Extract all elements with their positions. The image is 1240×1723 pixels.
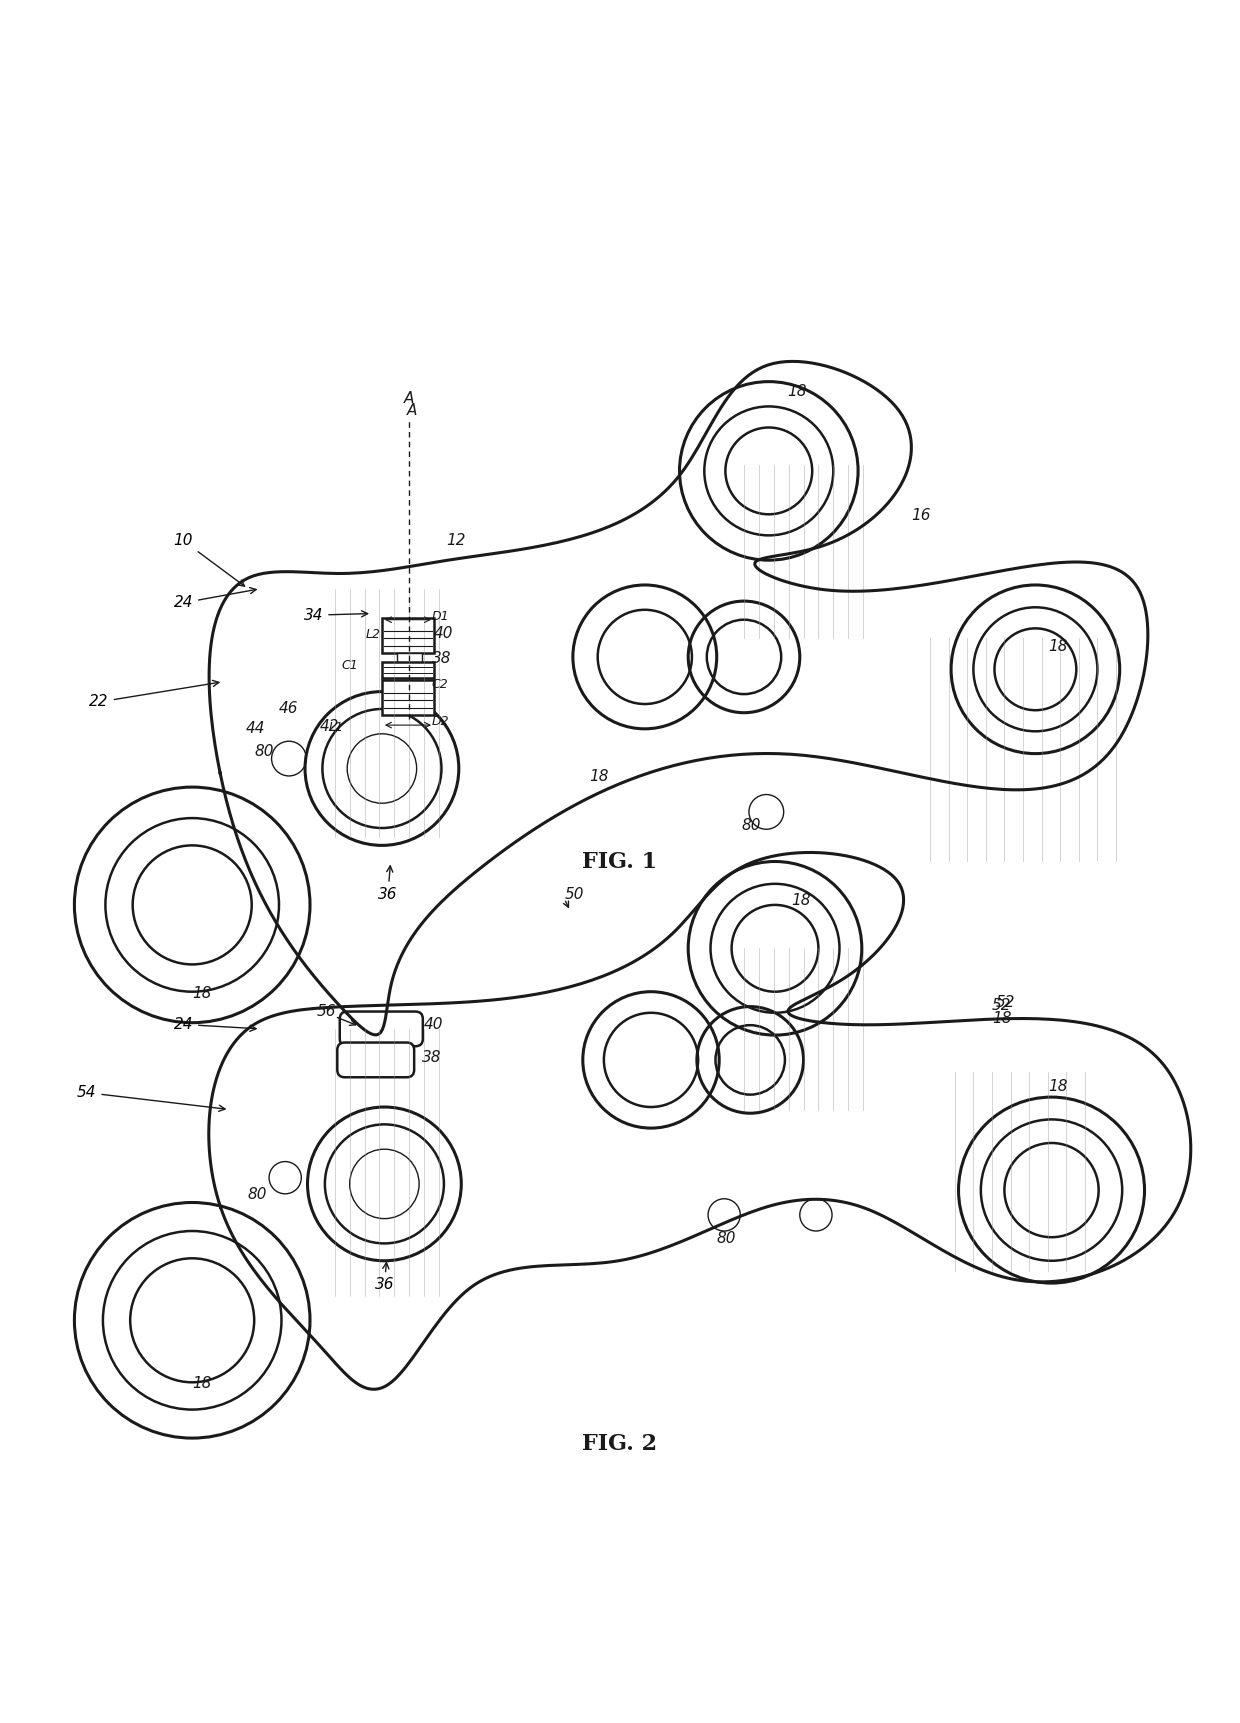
FancyBboxPatch shape (382, 619, 434, 653)
Text: A: A (404, 391, 414, 405)
Text: 18: 18 (1048, 639, 1068, 653)
Text: A: A (407, 403, 417, 419)
Text: 18: 18 (791, 893, 811, 908)
Text: L1: L1 (329, 722, 343, 734)
Text: 34: 34 (304, 608, 368, 622)
Text: 40: 40 (424, 1017, 444, 1032)
Text: FIG. 2: FIG. 2 (583, 1434, 657, 1456)
Text: 24: 24 (174, 588, 257, 610)
Text: 36: 36 (378, 867, 398, 901)
FancyBboxPatch shape (337, 1042, 414, 1077)
Text: 52: 52 (996, 994, 1016, 1010)
Text: 18: 18 (1048, 1079, 1068, 1094)
Text: 16: 16 (911, 508, 931, 524)
Text: 38: 38 (432, 651, 451, 667)
Text: 80: 80 (717, 1232, 737, 1246)
Text: 46: 46 (279, 701, 299, 715)
Text: C1: C1 (341, 660, 358, 672)
Text: L2: L2 (366, 629, 381, 641)
Text: 40: 40 (434, 625, 454, 641)
Text: D2: D2 (432, 715, 449, 729)
Text: FIG. 1: FIG. 1 (583, 851, 657, 874)
Text: 24: 24 (174, 1017, 257, 1032)
Text: C2: C2 (432, 677, 449, 691)
Text: 18: 18 (192, 986, 212, 1001)
Text: 22: 22 (89, 681, 219, 710)
Text: 12: 12 (446, 534, 466, 548)
Text: 42: 42 (320, 718, 340, 734)
Text: 56: 56 (316, 1005, 336, 1020)
Text: 44: 44 (246, 720, 265, 736)
Text: 18: 18 (192, 1377, 212, 1392)
Text: 50: 50 (564, 887, 584, 901)
Text: 18: 18 (992, 1011, 1012, 1025)
Text: 18: 18 (589, 768, 609, 784)
Text: 80: 80 (742, 818, 761, 834)
Text: 18: 18 (787, 384, 807, 400)
Text: 80: 80 (248, 1187, 268, 1201)
Text: 52: 52 (992, 998, 1012, 1013)
Text: D1: D1 (432, 610, 449, 622)
Text: 36: 36 (374, 1263, 394, 1292)
Text: 10: 10 (174, 534, 244, 586)
FancyBboxPatch shape (382, 681, 434, 715)
Text: 54: 54 (77, 1085, 226, 1111)
FancyBboxPatch shape (340, 1011, 423, 1046)
Text: 38: 38 (422, 1051, 441, 1065)
FancyBboxPatch shape (382, 662, 434, 677)
Text: 80: 80 (254, 744, 274, 760)
